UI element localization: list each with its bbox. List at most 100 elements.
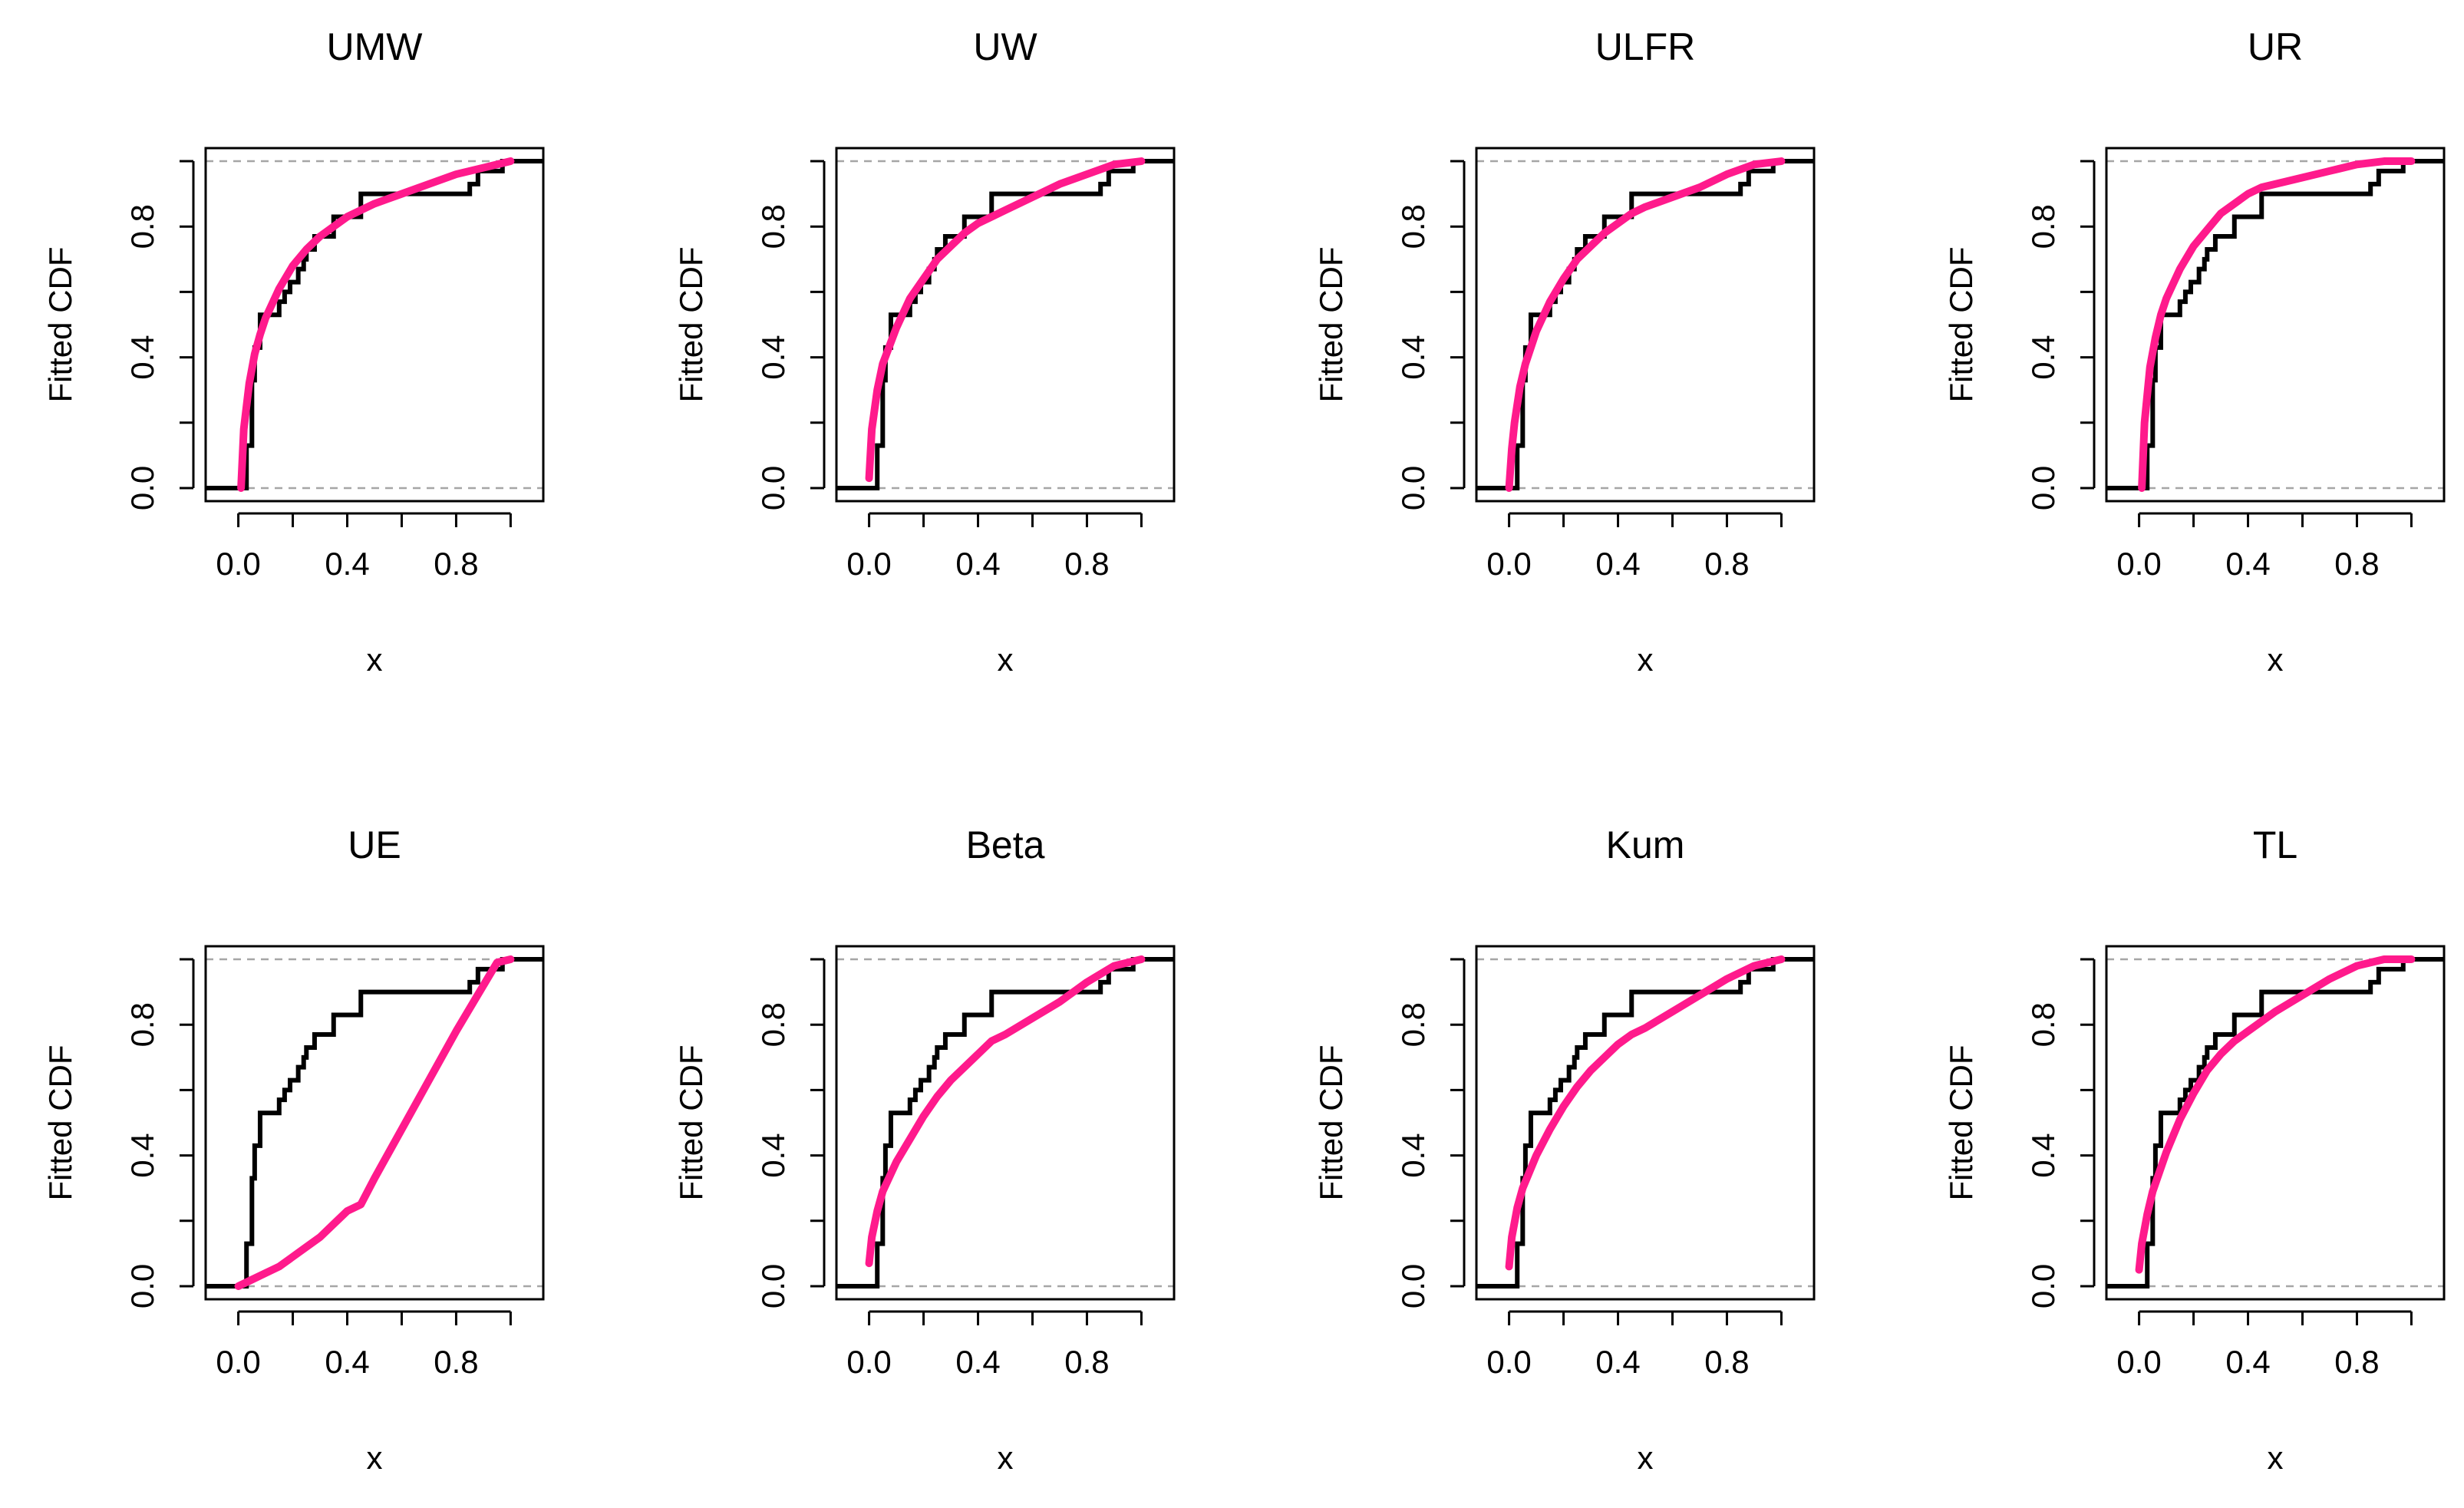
panel-beta: Beta 0.0 0.4 0.8 x 0.0 0.4 0.8 Fitted CDF <box>673 823 1176 1476</box>
x-tick-label: 0.4 <box>325 1344 369 1380</box>
panel-ue: UE 0.0 0.4 0.8 x 0.0 0.4 0.8 Fitted CDF <box>42 823 545 1476</box>
y-tick-label: 0.0 <box>124 1264 160 1308</box>
plot-frame <box>2105 945 2446 1301</box>
y-tick-label: 0.4 <box>2025 1133 2061 1177</box>
y-tick-label: 0.0 <box>2025 466 2061 510</box>
fitted-cdf-line <box>2138 157 2416 492</box>
y-tick-label: 0.4 <box>124 335 160 379</box>
panel-title: UE <box>348 823 401 866</box>
x-axis-label: x <box>998 642 1014 678</box>
plot-frame <box>835 945 1176 1301</box>
x-tick-label: 0.0 <box>216 1344 260 1380</box>
fitted-cdf-line <box>865 955 1146 1268</box>
y-tick-label: 0.4 <box>755 335 791 379</box>
y-tick-label: 0.4 <box>755 1133 791 1177</box>
y-tick-label: 0.0 <box>755 466 791 510</box>
y-axis-label: Fitted CDF <box>673 1044 709 1200</box>
y-tick-label: 0.0 <box>2025 1264 2061 1308</box>
empirical-cdf-line <box>2106 159 2444 490</box>
x-axis-label: x <box>367 642 383 678</box>
empirical-cdf-line <box>1476 957 1814 1289</box>
x-axis-label: x <box>2268 1440 2284 1476</box>
plot-frame <box>1475 147 1816 503</box>
y-tick-label: 0.8 <box>755 1002 791 1047</box>
x-tick-label: 0.4 <box>1595 1344 1640 1380</box>
x-tick-label: 0.8 <box>1704 1344 1749 1380</box>
x-tick-label: 0.4 <box>955 546 1000 582</box>
y-axis-label: Fitted CDF <box>1943 246 1979 402</box>
y-axis-label: Fitted CDF <box>673 246 709 402</box>
y-tick-label: 0.8 <box>755 204 791 249</box>
y-tick-label: 0.4 <box>2025 335 2061 379</box>
panel-uw: UW 0.0 0.4 0.8 x 0.0 0.4 0.8 Fitted CDF <box>673 25 1176 678</box>
x-tick-label: 0.8 <box>434 546 478 582</box>
y-tick-label: 0.8 <box>124 1002 160 1047</box>
panel-title: UW <box>973 25 1037 68</box>
y-axis-label: Fitted CDF <box>1943 1044 1979 1200</box>
x-tick-label: 0.0 <box>1486 1344 1531 1380</box>
empirical-cdf-line <box>206 159 543 490</box>
x-tick-label: 0.0 <box>216 546 260 582</box>
x-tick-label: 0.8 <box>1064 546 1109 582</box>
y-tick-label: 0.4 <box>1395 335 1431 379</box>
x-tick-label: 0.0 <box>1486 546 1531 582</box>
fitted-cdf-line <box>237 157 515 492</box>
y-axis-label: Fitted CDF <box>42 1044 78 1200</box>
x-tick-label: 0.0 <box>846 1344 891 1380</box>
y-axis-label: Fitted CDF <box>1313 246 1349 402</box>
y-tick-label: 0.4 <box>1395 1133 1431 1177</box>
y-axis-label: Fitted CDF <box>42 246 78 402</box>
x-axis-label: x <box>367 1440 383 1476</box>
panel-title: Kum <box>1606 823 1685 866</box>
panel-title: Beta <box>966 823 1045 866</box>
y-tick-label: 0.0 <box>755 1264 791 1308</box>
plot-frame <box>204 945 545 1301</box>
panel-kum: Kum 0.0 0.4 0.8 x 0.0 0.4 0.8 Fitted CDF <box>1313 823 1816 1476</box>
x-tick-label: 0.4 <box>2225 1344 2270 1380</box>
plot-frame <box>1475 945 1816 1301</box>
empirical-cdf-line <box>206 957 543 1289</box>
fitted-cdf-line <box>1505 955 1786 1271</box>
fitted-cdf-line <box>2135 955 2416 1274</box>
panel-title: ULFR <box>1595 25 1696 68</box>
empirical-cdf-line <box>836 957 1174 1289</box>
x-tick-label: 0.8 <box>1704 546 1749 582</box>
y-tick-label: 0.4 <box>124 1133 160 1177</box>
x-axis-label: x <box>998 1440 1014 1476</box>
plot-frame <box>2105 147 2446 503</box>
x-axis-label: x <box>1638 642 1654 678</box>
y-tick-label: 0.8 <box>2025 1002 2061 1047</box>
y-tick-label: 0.0 <box>124 466 160 510</box>
y-tick-label: 0.0 <box>1395 1264 1431 1308</box>
panel-title: TL <box>2253 823 2297 866</box>
x-tick-label: 0.0 <box>2116 546 2161 582</box>
x-tick-label: 0.8 <box>434 1344 478 1380</box>
x-tick-label: 0.4 <box>955 1344 1000 1380</box>
x-tick-label: 0.0 <box>846 546 891 582</box>
x-axis-label: x <box>2268 642 2284 678</box>
panel-umw: UMW 0.0 0.4 0.8 x 0.0 0.4 0.8 Fitted CDF <box>42 25 545 678</box>
plot-frame <box>204 147 545 503</box>
x-tick-label: 0.8 <box>2334 546 2379 582</box>
y-tick-label: 0.8 <box>124 204 160 249</box>
x-tick-label: 0.0 <box>2116 1344 2161 1380</box>
y-axis-label: Fitted CDF <box>1313 1044 1349 1200</box>
y-tick-label: 0.8 <box>2025 204 2061 249</box>
x-axis-label: x <box>1638 1440 1654 1476</box>
x-tick-label: 0.4 <box>325 546 369 582</box>
fitted-cdf-line <box>1505 157 1786 492</box>
fitted-cdf-line <box>234 955 515 1290</box>
y-tick-label: 0.8 <box>1395 1002 1431 1047</box>
x-tick-label: 0.8 <box>1064 1344 1109 1380</box>
x-tick-label: 0.8 <box>2334 1344 2379 1380</box>
y-tick-label: 0.0 <box>1395 466 1431 510</box>
panel-title: UMW <box>327 25 424 68</box>
panel-title: UR <box>2248 25 2303 68</box>
panel-ulfr: ULFR 0.0 0.4 0.8 x 0.0 0.4 0.8 Fitted CDF <box>1313 25 1816 678</box>
plot-frame <box>835 147 1176 503</box>
x-tick-label: 0.4 <box>1595 546 1640 582</box>
x-tick-label: 0.4 <box>2225 546 2270 582</box>
panel-ur: UR 0.0 0.4 0.8 x 0.0 0.4 0.8 Fitted CDF <box>1943 25 2446 678</box>
